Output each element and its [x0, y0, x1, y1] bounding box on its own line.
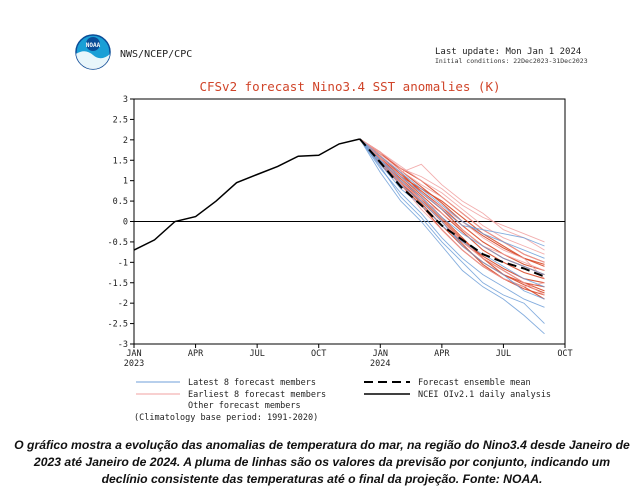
legend-label-other: Other forecast members — [188, 401, 301, 411]
legend: Latest 8 forecast members Earliest 8 for… — [134, 378, 551, 423]
main-lines — [133, 138, 545, 278]
observed-analysis-line — [133, 138, 360, 251]
y-tick-label: -3 — [118, 340, 128, 350]
nino34-forecast-figure: NOAA NWS/NCEP/CPC Last update: Mon Jan 1… — [75, 34, 588, 423]
y-tick-label: 2 — [123, 136, 128, 146]
x-tick-label: JAN — [373, 349, 388, 359]
climatology-note: (Climatology base period: 1991-2020) — [134, 413, 318, 423]
forecast-member-line — [359, 138, 545, 280]
forecast-member-line — [359, 138, 545, 294]
agency-label: NWS/NCEP/CPC — [120, 49, 192, 60]
ensemble-mean-line — [359, 138, 545, 278]
forecast-member-line — [359, 138, 545, 324]
forecast-member-line — [359, 138, 545, 335]
forecast-member-line — [359, 138, 545, 271]
y-tick-label: -1 — [118, 258, 128, 268]
last-update-label: Last update: Mon Jan 1 2024 — [435, 47, 581, 57]
forecast-member-line — [359, 138, 545, 243]
y-tick-label: 2.5 — [113, 115, 128, 125]
forecast-member-line — [359, 138, 545, 272]
x-tick-label: APR — [188, 349, 204, 359]
y-tick-label: -2 — [118, 299, 128, 309]
forecast-member-line — [359, 138, 545, 267]
figure-caption: O gráfico mostra a evolução das anomalia… — [14, 438, 630, 486]
initial-conditions-label: Initial conditions: 22Dec2023-31Dec2023 — [435, 57, 588, 65]
y-tick-label: 0.5 — [113, 197, 128, 207]
legend-label-earliest: Earliest 8 forecast members — [188, 390, 326, 400]
y-tick-label: 1 — [123, 177, 128, 187]
x-tick-label: OCT — [311, 349, 326, 359]
legend-label-ensemble-mean: Forecast ensemble mean — [418, 378, 531, 388]
legend-label-latest: Latest 8 forecast members — [188, 378, 316, 388]
x-tick-label: APR — [434, 349, 450, 359]
forecast-member-line — [359, 138, 545, 263]
forecast-member-line — [359, 138, 545, 247]
logo-text: NOAA — [86, 42, 101, 49]
y-axis: -3 -2.5 -2 -1.5 -1 -0.5 0 0.5 1 1.5 2 2.5 3 — [108, 95, 134, 350]
forecast-members — [359, 138, 545, 335]
x-tick-label: JAN — [126, 349, 141, 359]
x-tick-label: 2023 — [124, 359, 144, 369]
y-tick-label: 3 — [123, 95, 128, 105]
x-tick-label: JUL — [496, 349, 511, 359]
y-tick-label: 1.5 — [113, 156, 128, 166]
noaa-logo: NOAA — [75, 34, 111, 70]
legend-label-observed: NCEI OIv2.1 daily analysis — [418, 390, 551, 400]
y-tick-label: -2.5 — [108, 320, 128, 330]
x-tick-label: JUL — [249, 349, 264, 359]
forecast-member-line — [359, 138, 545, 255]
chart-title: CFSv2 forecast Nino3.4 SST anomalies (K) — [199, 79, 500, 94]
x-tick-label: 2024 — [370, 359, 390, 369]
forecast-member-line — [359, 138, 545, 259]
forecast-member-line — [359, 138, 545, 265]
y-tick-label: -0.5 — [108, 238, 128, 248]
forecast-member-line — [359, 138, 545, 276]
y-tick-label: -1.5 — [108, 279, 128, 289]
forecast-member-line — [359, 138, 545, 308]
x-tick-label: OCT — [557, 349, 572, 359]
y-tick-label: 0 — [123, 218, 128, 228]
